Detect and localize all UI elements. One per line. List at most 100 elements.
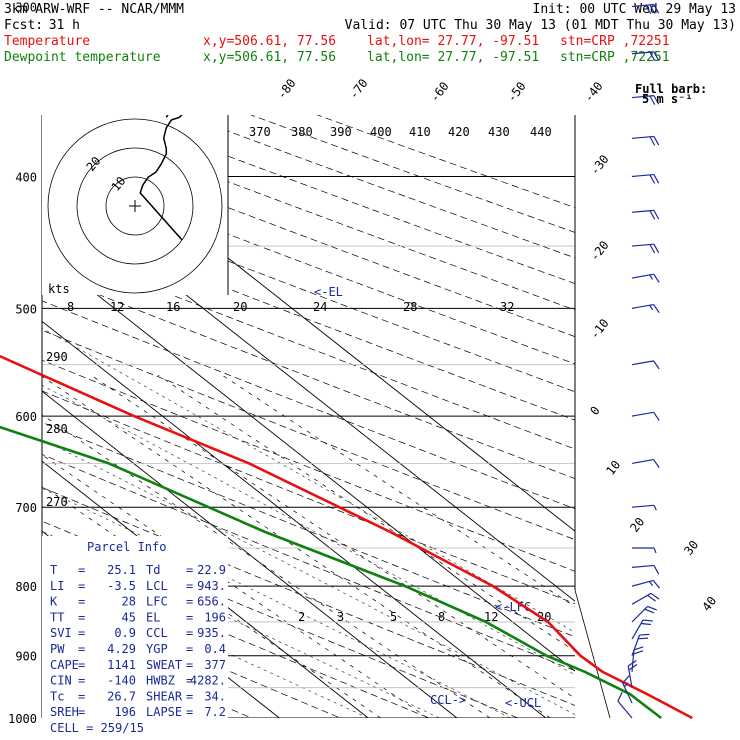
- wind-barb-flag: [653, 360, 660, 370]
- wind-barb-flag: [617, 692, 623, 702]
- parcel-label: SVI: [50, 626, 72, 640]
- wind-barb-flag: [649, 136, 656, 146]
- wind-barb-half-flag: [648, 581, 654, 587]
- parcel-label: SREH: [50, 705, 79, 719]
- wind-barb-flag: [653, 174, 660, 184]
- parcel-label: LAPSE: [146, 705, 182, 719]
- parcel-equals: =: [78, 626, 85, 640]
- model-title: 3km ARW-WRF -- NCAR/MMM: [4, 2, 184, 17]
- mixing-ratio-label: 3: [337, 610, 344, 624]
- wind-barb: [631, 605, 657, 623]
- wind-barb-flag: [653, 304, 660, 314]
- wind-barb: [631, 95, 660, 105]
- parcel-equals: =: [78, 610, 85, 624]
- parcel-value: -140: [107, 674, 136, 688]
- parcel-equals: =: [186, 689, 193, 703]
- pressure-tick-label: 900: [15, 650, 37, 664]
- dewpoint-xy: x,y=506.61, 77.56: [203, 50, 336, 65]
- theta-label: 410: [409, 125, 431, 139]
- parcel-equals: =: [186, 658, 193, 672]
- mixing-ratio-line: [91, 375, 575, 699]
- wind-barb-flag: [649, 244, 656, 254]
- parcel-label: HWBZ: [146, 674, 175, 688]
- wind-barb-flag: [653, 210, 660, 220]
- wind-barb-staff: [631, 504, 654, 508]
- wind-barb: [631, 3, 660, 15]
- isotherm-label: -70: [346, 76, 370, 102]
- mixing-ratio-label: 16: [166, 300, 180, 314]
- wind-barb: [631, 646, 644, 672]
- dewpoint-station: stn=CRP ,72251: [560, 50, 670, 65]
- wind-barb: [617, 692, 633, 719]
- parcel-value: 22.9: [197, 563, 226, 577]
- wind-barb-flag: [644, 608, 655, 614]
- parcel-value: 656.: [197, 595, 226, 609]
- wind-barb-flag: [649, 174, 656, 184]
- temperature-line: [0, 354, 693, 720]
- wind-barb-flag: [653, 459, 660, 469]
- isotherm-label: -80: [274, 76, 298, 102]
- wind-barb-flag: [640, 622, 651, 626]
- wind-barb-flag: [653, 243, 660, 254]
- parcel-label: LCL: [146, 579, 168, 593]
- wind-barb-flag: [653, 51, 660, 61]
- mixing-ratio-label: 8: [67, 300, 74, 314]
- wind-barb: [631, 564, 660, 575]
- wind-barb-flag: [652, 580, 660, 589]
- wind-barb: [631, 633, 650, 656]
- wind-barb-half-flag: [653, 547, 657, 554]
- theta-label: 280: [46, 422, 68, 436]
- wind-barb-staff: [617, 700, 633, 719]
- pressure-tick-label: 700: [15, 501, 37, 515]
- hodograph-ring: [47, 118, 223, 294]
- wind-barb: [631, 592, 660, 605]
- level-marker: <-EL: [314, 285, 343, 299]
- wind-barb: [631, 51, 660, 62]
- pressure-tick-label: 500: [15, 302, 37, 316]
- pressure-tick-label: 300: [15, 0, 37, 14]
- wind-barb-half-flag: [649, 274, 654, 280]
- wind-barb-flag: [622, 675, 630, 684]
- theta-label: 370: [249, 125, 271, 139]
- isotherm-line: [45, 115, 575, 532]
- parcel-label: SHEAR: [146, 689, 183, 703]
- pressure-tick-label: 600: [15, 410, 37, 424]
- wind-barb: [632, 547, 657, 554]
- wind-barb: [631, 303, 660, 314]
- temperature-station: stn=CRP ,72251: [560, 34, 670, 49]
- mixing-ratio-label: 2: [298, 610, 305, 624]
- parcel-value: 28: [122, 595, 136, 609]
- parcel-value: 935.: [197, 626, 226, 640]
- wind-barb: [631, 360, 660, 370]
- wind-barb-flag: [649, 95, 656, 105]
- parcel-label: CAPE: [50, 658, 79, 672]
- parcel-label: T: [50, 563, 57, 577]
- parcel-equals: =: [186, 642, 193, 656]
- parcel-value: 196: [114, 705, 136, 719]
- parcel-equals: =: [78, 674, 85, 688]
- pressure-axis: 1002003004005006007008009001000: [8, 0, 37, 726]
- parcel-value: 4.29: [107, 642, 136, 656]
- wind-barb: [631, 209, 660, 220]
- parcel-equals: =: [186, 579, 193, 593]
- wind-barb-flag: [649, 4, 656, 14]
- isotherm-label: -10: [587, 316, 611, 342]
- mixing-ratio-line: [42, 414, 491, 718]
- wind-barb-staff: [631, 411, 654, 417]
- wind-barb-flag: [639, 633, 650, 636]
- wind-barb-staff: [631, 360, 654, 366]
- hodograph-ring: [105, 176, 165, 236]
- isotherm-label: -60: [427, 79, 451, 105]
- wind-barb: [631, 135, 660, 146]
- wind-barb-flag: [638, 637, 649, 640]
- temperature-legend: Temperature: [4, 34, 90, 49]
- parcel-label: LFC: [146, 595, 168, 609]
- dewpoint-latlon: lat,lon= 27.77, -97.51: [367, 50, 539, 65]
- mixing-ratio-label: 12: [110, 300, 124, 314]
- parcel-label: EL: [146, 610, 160, 624]
- parcel-equals: =: [78, 705, 85, 719]
- parcel-equals: =: [186, 705, 193, 719]
